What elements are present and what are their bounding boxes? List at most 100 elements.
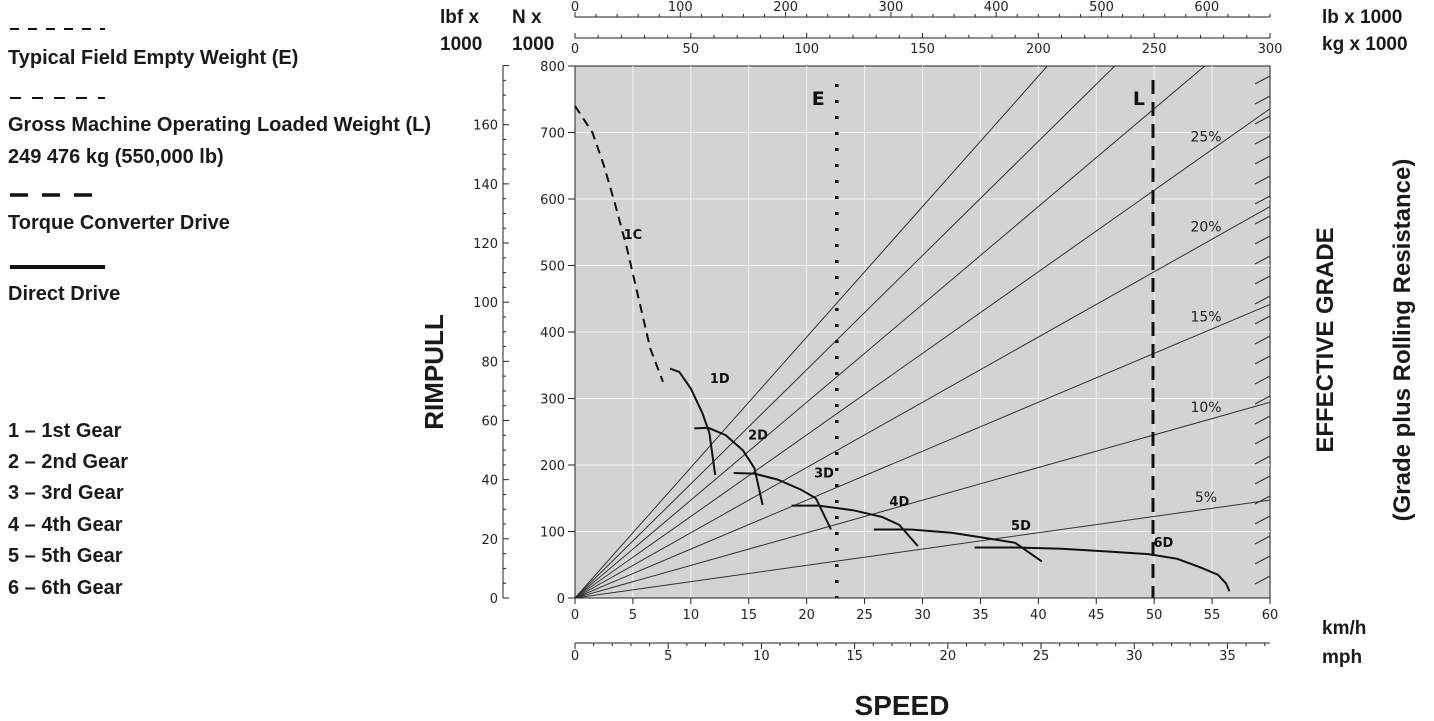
empty-weight-swatch [10,28,105,30]
curve-1c [574,105,664,383]
gear-key-1: 1 – 1st Gear [8,420,122,442]
x-tick-label-kmh: 10 [683,608,700,623]
grade-tick [1254,235,1271,245]
top-tick-label-lb: 500 [1089,0,1114,15]
x-axis-title: SPEED [855,690,950,721]
top-tick-label-kg: 200 [1026,42,1051,57]
y-tick-label-kn: 300 [540,393,565,408]
y-tick-label-lbf: 60 [481,415,498,430]
x-tick-label-kmh: 30 [914,608,931,623]
grade-tick [1254,95,1271,105]
direct-drive-swatch [10,265,105,269]
empty-weight-label: Typical Field Empty Weight (E) [8,47,299,69]
grade-tick [1254,395,1271,405]
gear-key-4: 4 – 4th Gear [8,514,123,536]
grade-tick [1254,75,1271,85]
top-tick-label-kg: 0 [571,42,579,57]
y-tick-label-lbf: 40 [481,474,498,489]
loaded-weight-marker-label: L [1133,88,1145,110]
grade-tick [1254,335,1271,345]
kmh-unit: km/h [1322,618,1367,639]
x-tick-label-mph: 10 [753,649,770,664]
loaded-weight-label: Gross Machine Operating Loaded Weight (L… [8,114,431,136]
gear-key-2: 2 – 2nd Gear [8,451,129,473]
x-tick-label-kmh: 5 [629,608,637,623]
series-label-1c: 1C [624,228,643,243]
y-tick-label-kn: 700 [540,127,565,142]
gear-curves [574,105,1231,592]
series-label-3d: 3D [814,467,834,482]
curve-1d [669,367,717,476]
series-label-2d: 2D [748,429,768,444]
empty-weight-marker-label: E [812,88,825,110]
direct-drive-label: Direct Drive [8,283,121,305]
grade-tick [1254,515,1271,525]
lb-weight-unit: lb x 1000 [1322,7,1403,28]
series-label-5d: 5D [1011,519,1031,534]
grade-tick [1254,275,1271,285]
y-tick-label-kn: 800 [540,60,565,75]
newton-unit-line1: N x [512,7,542,28]
x-tick-label-mph: 0 [571,649,579,664]
top-tick-label-lb: 200 [773,0,798,15]
y-axis-title: RIMPULL [419,314,449,430]
grade-tick [1254,475,1271,485]
top-tick-label-lb: 400 [984,0,1009,15]
top-tick-label-lb: 0 [571,0,579,15]
grade-tick [1254,415,1271,425]
x-tick-label-kmh: 45 [1088,608,1105,623]
series-labels: 1C 1D 2D 3D 4D 5D 6D [624,228,1174,551]
y-tick-label-lbf: 80 [481,355,498,370]
grade-tick [1254,195,1271,205]
grade-tick [1254,375,1271,385]
curve-3d [733,472,832,530]
x-tick-label-mph: 20 [940,649,957,664]
y-tick-label-kn: 600 [540,193,565,208]
y-tick-label-kn: 100 [540,526,565,541]
loaded-weight-swatch [10,97,105,99]
top-tick-label-kg: 50 [683,42,700,57]
grade-tick [1254,435,1271,445]
grade-line-5 [574,499,1271,599]
torque-drive-swatch [10,193,105,197]
grade-tick [1254,255,1271,265]
top-tick-label-lb: 100 [668,0,693,15]
y-tick-label-kn: 200 [540,459,565,474]
series-label-6d: 6D [1154,536,1174,551]
x-tick-label-kmh: 35 [972,608,989,623]
top-tick-label-lb: 300 [878,0,903,15]
gear-key-3: 3 – 3rd Gear [8,482,124,504]
y-tick-label-lbf: 140 [473,178,498,193]
x-tick-label-mph: 15 [846,649,863,664]
curve-4d [791,504,919,547]
x-tick-label-mph: 30 [1126,649,1143,664]
x-tick-label-mph: 25 [1033,649,1050,664]
x-tick-label-kmh: 0 [571,608,579,623]
y-tick-label-lbf: 120 [473,237,498,252]
grade-tick [1254,295,1271,305]
x-tick-label-mph: 5 [664,649,672,664]
top-tick-label-lb: 600 [1194,0,1219,15]
x-tick-label-kmh: 15 [740,608,757,623]
y-tick-label-kn: 400 [540,326,565,341]
series-label-4d: 4D [889,495,909,510]
x-tick-label-kmh: 50 [1146,608,1163,623]
grade-tick [1254,555,1271,565]
gear-key-6: 6 – 6th Gear [8,577,123,599]
grade-label-15: 15% [1190,310,1221,326]
grade-tick [1254,575,1271,585]
grade-tick [1254,315,1271,325]
lbf-unit-line2: 1000 [440,34,483,55]
grade-label-20: 20% [1190,220,1221,236]
gear-key-5: 5 – 5th Gear [8,545,123,567]
x-tick-label-kmh: 55 [1204,608,1221,623]
grade-tick [1254,535,1271,545]
y-tick-label-kn: 0 [557,592,565,607]
mph-unit: mph [1322,647,1363,668]
grade-tick [1254,175,1271,185]
grade-tick [1254,355,1271,365]
top-tick-label-kg: 100 [794,42,819,57]
grade-line-40 [574,65,1048,599]
